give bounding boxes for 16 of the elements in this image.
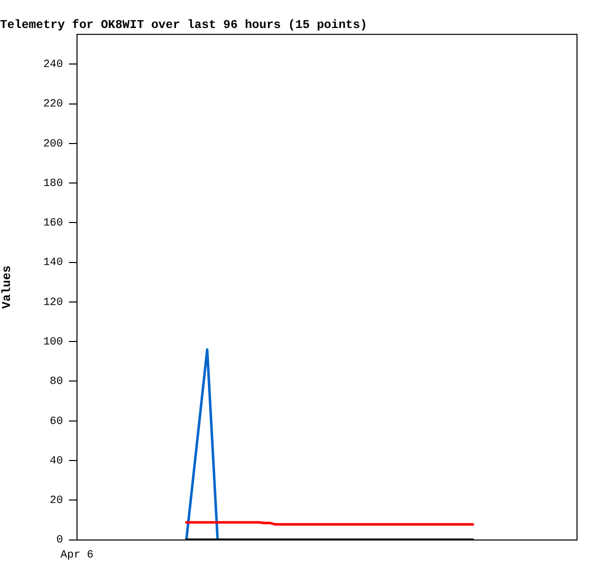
y-tick-label: 220 (43, 98, 63, 111)
y-tick-label: 180 (43, 178, 63, 190)
y-tick-label: 60 (50, 416, 63, 428)
y-tick-label: 140 (43, 257, 63, 270)
y-tick-label: 120 (43, 296, 63, 309)
x-tick-label: Apr 6 (60, 549, 94, 562)
y-tick-label: 200 (43, 138, 63, 150)
y-axis-title: Values (0, 265, 14, 309)
y-tick-label: 0 (56, 534, 63, 547)
y-tick-label: 160 (43, 218, 63, 230)
y-tick-label: 240 (43, 59, 63, 72)
y-tick-label: 20 (50, 495, 63, 508)
y-tick-label: 100 (43, 336, 63, 349)
chart-title: Telemetry for OK8WIT over last 96 hours (15 points) (0, 18, 368, 32)
y-tick-label: 80 (50, 376, 63, 388)
y-tick-label: 40 (50, 455, 63, 468)
